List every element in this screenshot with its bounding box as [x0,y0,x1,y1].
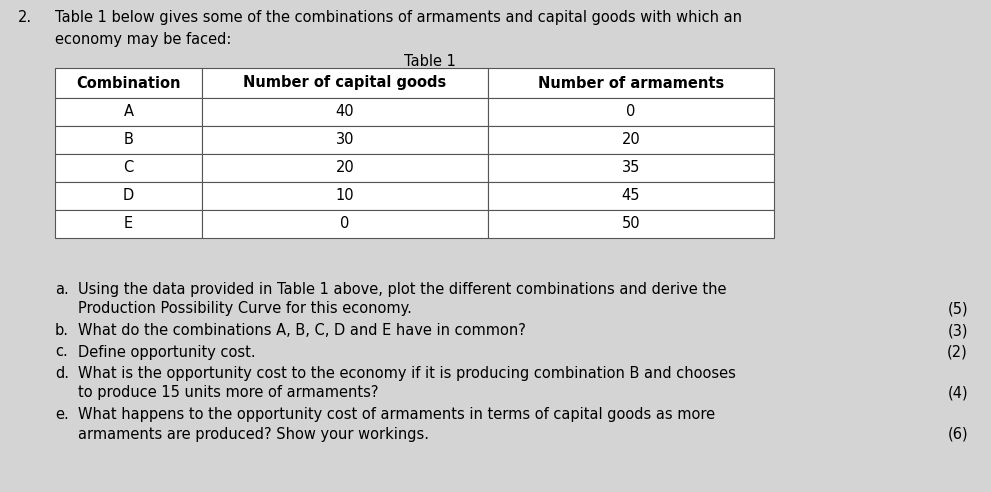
Text: What happens to the opportunity cost of armaments in terms of capital goods as m: What happens to the opportunity cost of … [78,407,716,422]
Text: 20: 20 [336,160,354,176]
Text: Combination: Combination [76,75,180,91]
Text: economy may be faced:: economy may be faced: [55,32,231,47]
Text: Number of armaments: Number of armaments [538,75,724,91]
Text: 45: 45 [621,188,640,204]
Text: (3): (3) [947,323,968,338]
Text: 50: 50 [621,216,640,232]
Text: Table 1 below gives some of the combinations of armaments and capital goods with: Table 1 below gives some of the combinat… [55,10,742,25]
Text: 30: 30 [336,132,354,148]
Text: 40: 40 [336,104,354,120]
Text: What do the combinations A, B, C, D and E have in common?: What do the combinations A, B, C, D and … [78,323,526,338]
Text: Number of capital goods: Number of capital goods [243,75,447,91]
Text: 10: 10 [336,188,354,204]
Text: D: D [123,188,134,204]
Text: e.: e. [55,407,68,422]
Text: 35: 35 [622,160,640,176]
Text: (4): (4) [947,386,968,400]
Text: 2.: 2. [18,10,32,25]
Text: A: A [124,104,134,120]
Text: E: E [124,216,133,232]
Text: b.: b. [55,323,69,338]
Text: Table 1: Table 1 [404,54,456,69]
Text: c.: c. [55,344,67,360]
Text: Using the data provided in Table 1 above, plot the different combinations and de: Using the data provided in Table 1 above… [78,282,726,297]
Text: B: B [124,132,134,148]
Text: (2): (2) [947,344,968,360]
Text: Production Possibility Curve for this economy.: Production Possibility Curve for this ec… [78,302,412,316]
Text: 20: 20 [621,132,640,148]
Text: a.: a. [55,282,68,297]
Text: What is the opportunity cost to the economy if it is producing combination B and: What is the opportunity cost to the econ… [78,366,736,381]
Text: d.: d. [55,366,69,381]
Text: (5): (5) [947,302,968,316]
Text: 0: 0 [340,216,350,232]
Text: to produce 15 units more of armaments?: to produce 15 units more of armaments? [78,386,379,400]
Text: armaments are produced? Show your workings.: armaments are produced? Show your workin… [78,427,429,441]
Text: C: C [123,160,134,176]
Text: 0: 0 [626,104,636,120]
Text: (6): (6) [947,427,968,441]
Text: Define opportunity cost.: Define opportunity cost. [78,344,256,360]
